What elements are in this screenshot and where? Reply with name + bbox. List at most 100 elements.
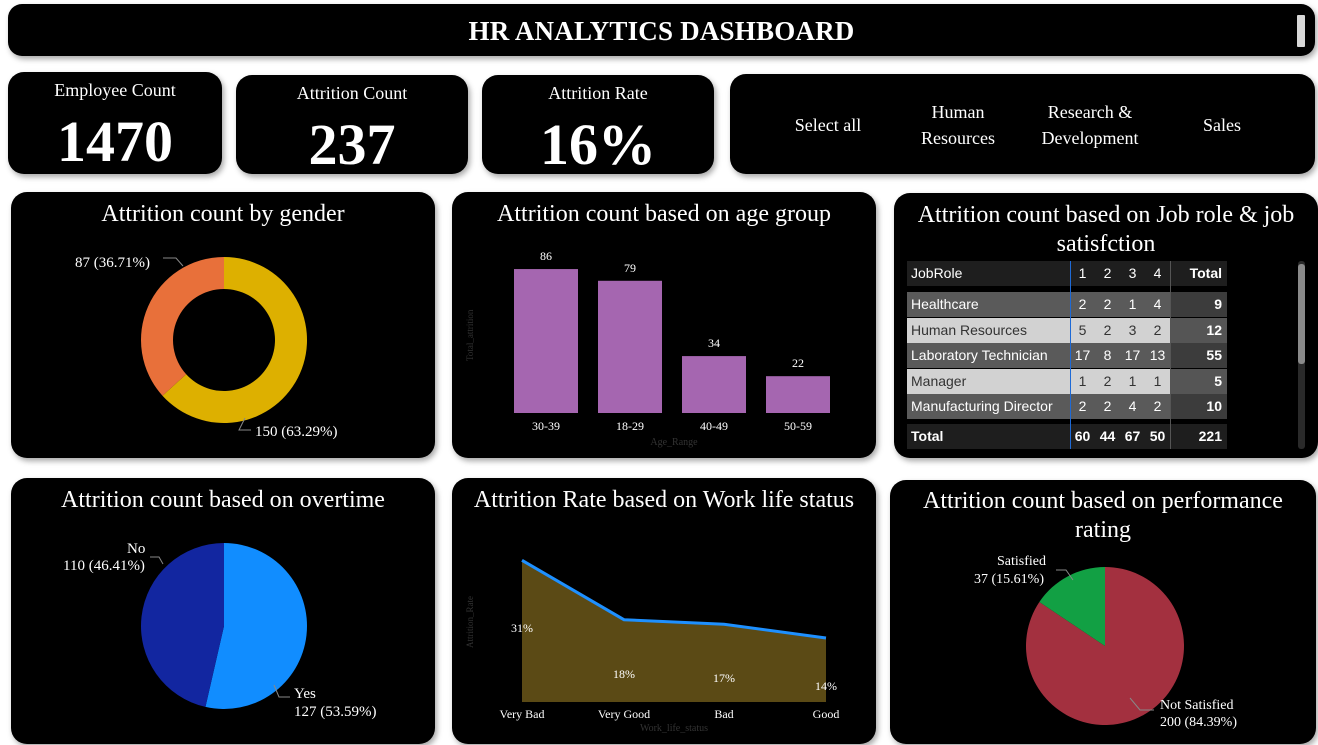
- matrix-cell: 3: [1120, 317, 1145, 343]
- matrix-cell: 10: [1170, 394, 1227, 420]
- matrix-row-header: Healthcare Representative: [907, 292, 1070, 337]
- kpi-label: Attrition Rate: [548, 83, 648, 103]
- matrix-cell: 2: [1145, 394, 1170, 420]
- matrix-cell: 12: [1170, 317, 1227, 343]
- donut-slice-female: [141, 257, 224, 396]
- slicer-sales[interactable]: Sales: [1203, 115, 1241, 135]
- matrix-row-header: JobRole: [907, 261, 1070, 286]
- area-data-label: 17%: [713, 671, 735, 685]
- matrix-cell: 1: [1145, 368, 1170, 394]
- matrix-row-header: Laboratory Technician: [907, 343, 1070, 369]
- chart-title: Attrition count based on overtime: [61, 487, 385, 513]
- matrix-scrollbar[interactable]: [1298, 261, 1305, 449]
- age-chart-panel: Attrition count based on age group 86 30-…: [452, 192, 876, 458]
- matrix-row: Manager 1 2 1 1 5: [907, 368, 1227, 394]
- age-bar: [598, 280, 662, 413]
- area-data-label: 14%: [815, 679, 837, 693]
- slice-label-yes: Yes: [294, 686, 316, 702]
- donut-slice-male: [162, 257, 307, 424]
- matrix-cell: 2: [1095, 261, 1120, 286]
- matrix-cell: 8: [1095, 343, 1120, 369]
- kpi-label: Attrition Count: [296, 83, 408, 103]
- leader-line: [163, 257, 184, 267]
- leader-line: [1129, 697, 1154, 711]
- kpi-value: 16%: [540, 112, 656, 177]
- matrix-row: Healthcare Representative22149: [907, 292, 1227, 337]
- chart-title: Attrition count based on age group: [497, 201, 831, 227]
- age-bar: [514, 269, 578, 413]
- slice-label-male: 150 (63.29%): [255, 424, 338, 440]
- x-tick-label: 40-49: [700, 419, 728, 433]
- y-axis-label: Total_attrition: [465, 309, 475, 361]
- area-data-label: 18%: [613, 667, 635, 681]
- matrix-cell: 44: [1095, 424, 1120, 449]
- performance-pie-chart: Satisfied 37 (15.61%) Not Satisfied 200 …: [974, 554, 1237, 730]
- slicer-select-all[interactable]: Select all: [794, 115, 862, 135]
- slicer-human-resources[interactable]: Human Resources: [921, 102, 995, 148]
- header-scrollbar[interactable]: [1297, 15, 1305, 47]
- matrix-cell: 2: [1095, 292, 1120, 317]
- x-axis-label: Age_Range: [650, 437, 698, 448]
- matrix-cell: 2: [1095, 317, 1120, 343]
- x-tick-label: Very Bad: [500, 707, 545, 721]
- gender-donut-chart: 87 (36.71%) 150 (63.29%): [75, 255, 338, 440]
- matrix-cell: 9: [1170, 292, 1227, 317]
- chart-title: Attrition Rate based on Work life status: [473, 487, 855, 513]
- x-axis-label: Work_life_status: [640, 723, 708, 734]
- chart-title: Attrition count by gender: [101, 201, 345, 227]
- matrix-cell: 67: [1120, 424, 1145, 449]
- kpi-value: 237: [308, 112, 396, 177]
- age-bar: [682, 356, 746, 413]
- matrix-row-header: Human Resources: [907, 317, 1070, 343]
- worklife-chart-panel: Attrition Rate based on Work life status…: [452, 478, 876, 744]
- slice-value-yes: 127 (53.59%): [294, 704, 377, 720]
- chart-title: Attrition count based on performance rat…: [923, 488, 1283, 543]
- slice-value-no: 110 (46.41%): [63, 558, 145, 574]
- matrix-cell: 2: [1145, 317, 1170, 343]
- gender-chart-panel: Attrition count by gender 87 (36.71%) 15…: [11, 192, 435, 458]
- worklife-area-chart: 31% Very Bad 18% Very Good 17% Bad 14% Good Att…: [465, 558, 840, 734]
- dashboard-title: HR ANALYTICS DASHBOARD: [468, 16, 855, 46]
- kpi-attrition-count: Attrition Count 237: [236, 75, 468, 177]
- kpi-employee-count: Employee Count 1470: [8, 72, 222, 174]
- x-tick-label: Very Good: [598, 707, 650, 721]
- pie-slice-yes: [205, 543, 307, 709]
- matrix-cell: 55: [1170, 343, 1227, 369]
- matrix-cell: 4: [1145, 292, 1170, 317]
- slice-label-female: 87 (36.71%): [75, 255, 150, 271]
- x-tick-label: Good: [813, 707, 840, 721]
- matrix-cell: 4: [1145, 261, 1170, 286]
- matrix-cell: 2: [1070, 394, 1095, 420]
- kpi-label: Employee Count: [54, 80, 176, 100]
- slicer-research-development[interactable]: Research & Development: [1041, 102, 1139, 148]
- slice-label-not-satisfied: Not Satisfied: [1160, 698, 1234, 713]
- matrix-cell: 2: [1070, 292, 1095, 317]
- y-axis-label: Attrition_Rate: [465, 596, 475, 648]
- matrix-cell: 4: [1120, 394, 1145, 420]
- bar-data-label: 34: [708, 336, 720, 350]
- performance-chart-panel: Attrition count based on performance rat…: [890, 480, 1316, 744]
- matrix-cell: 50: [1145, 424, 1170, 449]
- area-data-label: 31%: [511, 621, 533, 635]
- matrix-scroll-thumb[interactable]: [1298, 264, 1305, 364]
- matrix-column-separator: [1070, 261, 1071, 449]
- matrix-cell: 3: [1120, 261, 1145, 286]
- matrix-cell: 2: [1095, 368, 1120, 394]
- matrix-cell: 1: [1070, 261, 1095, 286]
- x-tick-label: 50-59: [784, 419, 812, 433]
- matrix-cell: 17: [1120, 343, 1145, 369]
- matrix-cell: 13: [1145, 343, 1170, 369]
- matrix-cell: 221: [1170, 424, 1227, 449]
- bar-data-label: 79: [624, 261, 636, 275]
- slice-value-not-satisfied: 200 (84.39%): [1160, 715, 1237, 730]
- matrix-cell: 1: [1120, 292, 1145, 317]
- matrix-cell: 2: [1095, 394, 1120, 420]
- kpi-attrition-rate: Attrition Rate 16%: [482, 75, 714, 177]
- age-bar: [766, 376, 830, 413]
- area-fill: [522, 560, 826, 702]
- matrix-cell: 1: [1120, 368, 1145, 394]
- bar-data-label: 22: [792, 356, 804, 370]
- pie-slice-no: [141, 543, 224, 707]
- jobrole-matrix-panel: Attrition count based on Job role & job …: [894, 193, 1318, 458]
